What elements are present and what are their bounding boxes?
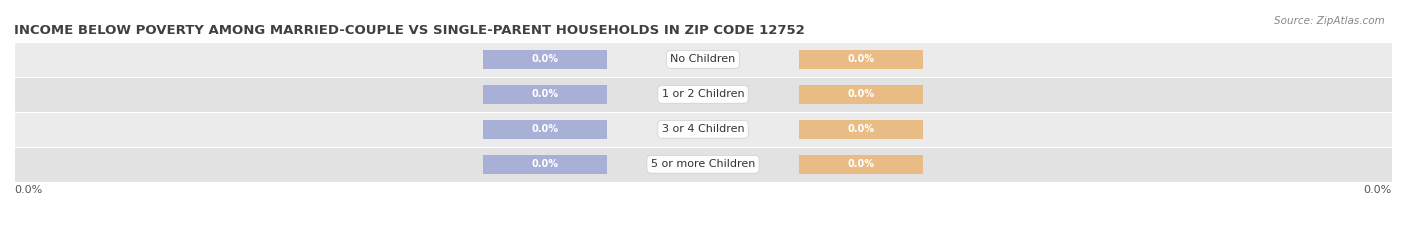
Text: INCOME BELOW POVERTY AMONG MARRIED-COUPLE VS SINGLE-PARENT HOUSEHOLDS IN ZIP COD: INCOME BELOW POVERTY AMONG MARRIED-COUPL…: [14, 24, 804, 37]
Bar: [14, 42, 1392, 77]
Bar: [800, 50, 924, 69]
Bar: [800, 120, 924, 139]
Text: 0.0%: 0.0%: [531, 89, 558, 99]
Bar: [482, 120, 606, 139]
Bar: [14, 77, 1392, 112]
Text: 0.0%: 0.0%: [1364, 185, 1392, 195]
Text: 0.0%: 0.0%: [848, 159, 875, 169]
Text: 0.0%: 0.0%: [848, 124, 875, 134]
Text: Source: ZipAtlas.com: Source: ZipAtlas.com: [1274, 16, 1385, 26]
Text: 0.0%: 0.0%: [531, 55, 558, 64]
Text: 3 or 4 Children: 3 or 4 Children: [662, 124, 744, 134]
Bar: [14, 147, 1392, 182]
Text: No Children: No Children: [671, 55, 735, 64]
Text: 0.0%: 0.0%: [531, 159, 558, 169]
Text: 0.0%: 0.0%: [848, 55, 875, 64]
Text: 1 or 2 Children: 1 or 2 Children: [662, 89, 744, 99]
Bar: [800, 85, 924, 104]
Bar: [482, 85, 606, 104]
Bar: [800, 155, 924, 174]
Text: 0.0%: 0.0%: [14, 185, 42, 195]
Text: 5 or more Children: 5 or more Children: [651, 159, 755, 169]
Bar: [482, 50, 606, 69]
Text: 0.0%: 0.0%: [531, 124, 558, 134]
Bar: [482, 155, 606, 174]
Bar: [14, 112, 1392, 147]
Text: 0.0%: 0.0%: [848, 89, 875, 99]
